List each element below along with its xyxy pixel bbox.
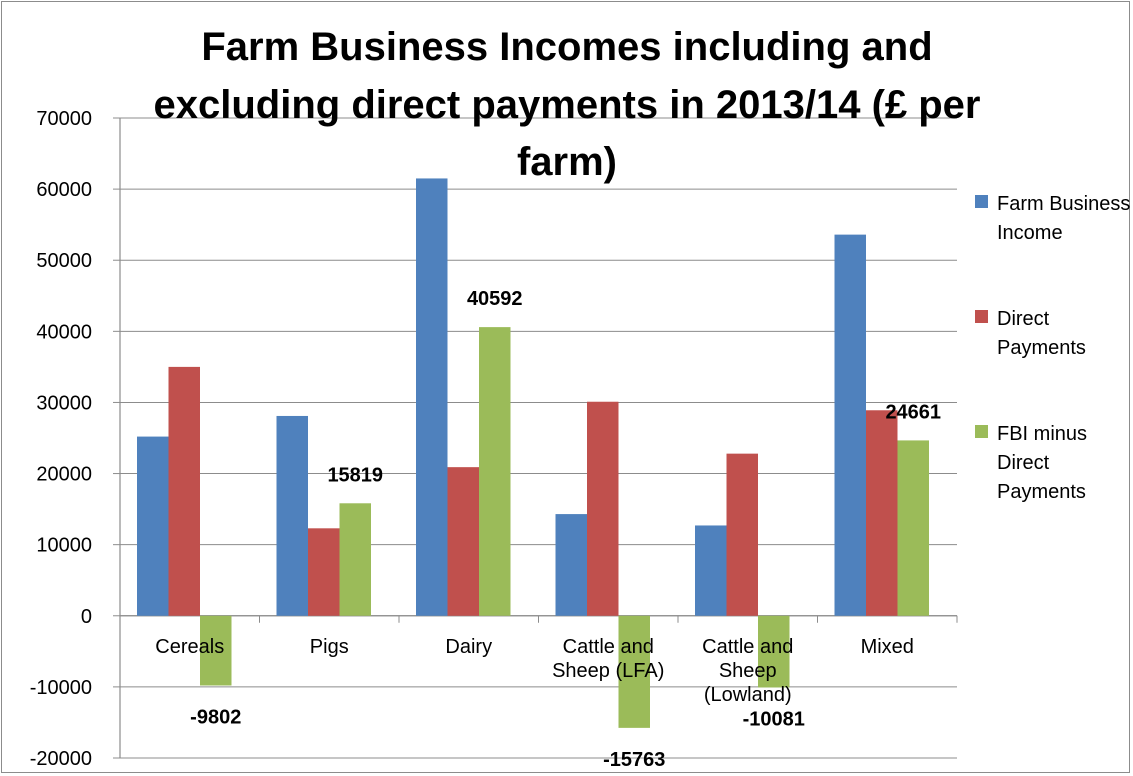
data-label: -9802 [190,706,241,728]
bar-dairy-1 [447,467,479,616]
data-label: -10081 [743,708,805,730]
category-label: Dairy [445,636,492,658]
bar-pigs-1 [308,528,340,616]
data-label: 40592 [467,288,523,310]
chart-title-line: excluding direct payments in 2013/14 (£ … [154,83,981,127]
bar-mixed-0 [834,234,866,616]
chart-title-line: farm) [517,140,617,184]
bar-pigs-0 [276,415,308,616]
category-label: Pigs [310,636,349,658]
data-label: 15819 [327,464,383,486]
bar-mixed-1 [866,410,898,616]
category-label-line: (Lowland) [704,684,792,706]
bar-cattle-and-sheep-lowland--2 [758,615,790,688]
category-label: Cattle and Sheep (Lowland) [702,636,793,706]
y-tick-label: 60000 [36,179,92,201]
legend-entry-line: Direct [997,308,1050,330]
category-label: Mixed [861,636,914,658]
data-labels: -9802 15819 40592 -15763 -10081 24661 [190,288,941,771]
y-tick-label: 30000 [36,392,92,414]
gridlines [120,117,957,759]
chart-title-line: Farm Business Incomes including and [201,25,932,69]
bar-dairy-2 [479,327,511,616]
category-label-line: Cattle and [563,636,654,658]
category-label: Cereals [155,636,224,658]
legend-swatch [975,195,988,208]
legend-entry-line: Direct [997,452,1050,474]
legend-entry: FBI minus Direct Payments [997,423,1087,503]
y-tick-label: -10000 [30,677,92,699]
bar-cattle-and-sheep-lowland--0 [695,525,727,616]
bar-pigs-2 [339,503,371,616]
chart-title: Farm Business Incomes including and exclu… [154,25,981,184]
bar-cereals-1 [168,366,200,616]
legend-entry-line: Farm Business [997,193,1130,215]
y-tick-label: 0 [81,606,92,628]
legend-swatch [975,310,988,323]
x-category-labels: Cereals Pigs Dairy Cattle and Sheep (LFA)Cat… [155,636,914,706]
category-label: Cattle and Sheep (LFA) [552,636,664,682]
category-label-line: Sheep (LFA) [552,660,664,682]
bar-cattle-and-sheep-lfa--0 [555,514,587,616]
legend-entry: Farm Business Income [997,193,1130,244]
category-label-line: Cattle and [702,636,793,658]
legend-entry: Direct Payments [997,308,1086,359]
bar-dairy-0 [416,178,448,616]
data-label: -15763 [603,749,665,771]
y-tick-label: 10000 [36,535,92,557]
legend-entry-line: Payments [997,337,1086,359]
y-tick-label: 70000 [36,108,92,130]
legend-entry-line: Income [997,222,1063,244]
category-label-line: Mixed [861,636,914,658]
category-label-line: Sheep [719,660,777,682]
bars [137,178,929,728]
y-tick-label: 20000 [36,464,92,486]
y-tick-label: -20000 [30,748,92,770]
bar-cattle-and-sheep-lfa--1 [587,401,619,616]
category-label-line: Pigs [310,636,349,658]
bar-cereals-0 [137,436,169,616]
data-label: 24661 [885,401,941,423]
axes [113,117,958,759]
bar-cattle-and-sheep-lfa--2 [618,615,650,728]
bar-mixed-2 [897,440,929,616]
y-tick-label: 40000 [36,321,92,343]
category-label-line: Cereals [155,636,224,658]
category-label-line: Dairy [445,636,492,658]
bar-cattle-and-sheep-lowland--1 [726,453,758,616]
legend-entry-line: Payments [997,481,1086,503]
legend-swatch [975,425,988,438]
bar-cereals-2 [200,615,232,686]
y-tick-labels: 70000 60000 50000 40000 30000 20000 10000 0 -100… [30,108,92,770]
y-tick-label: 50000 [36,250,92,272]
legend-entry-line: FBI minus [997,423,1087,445]
